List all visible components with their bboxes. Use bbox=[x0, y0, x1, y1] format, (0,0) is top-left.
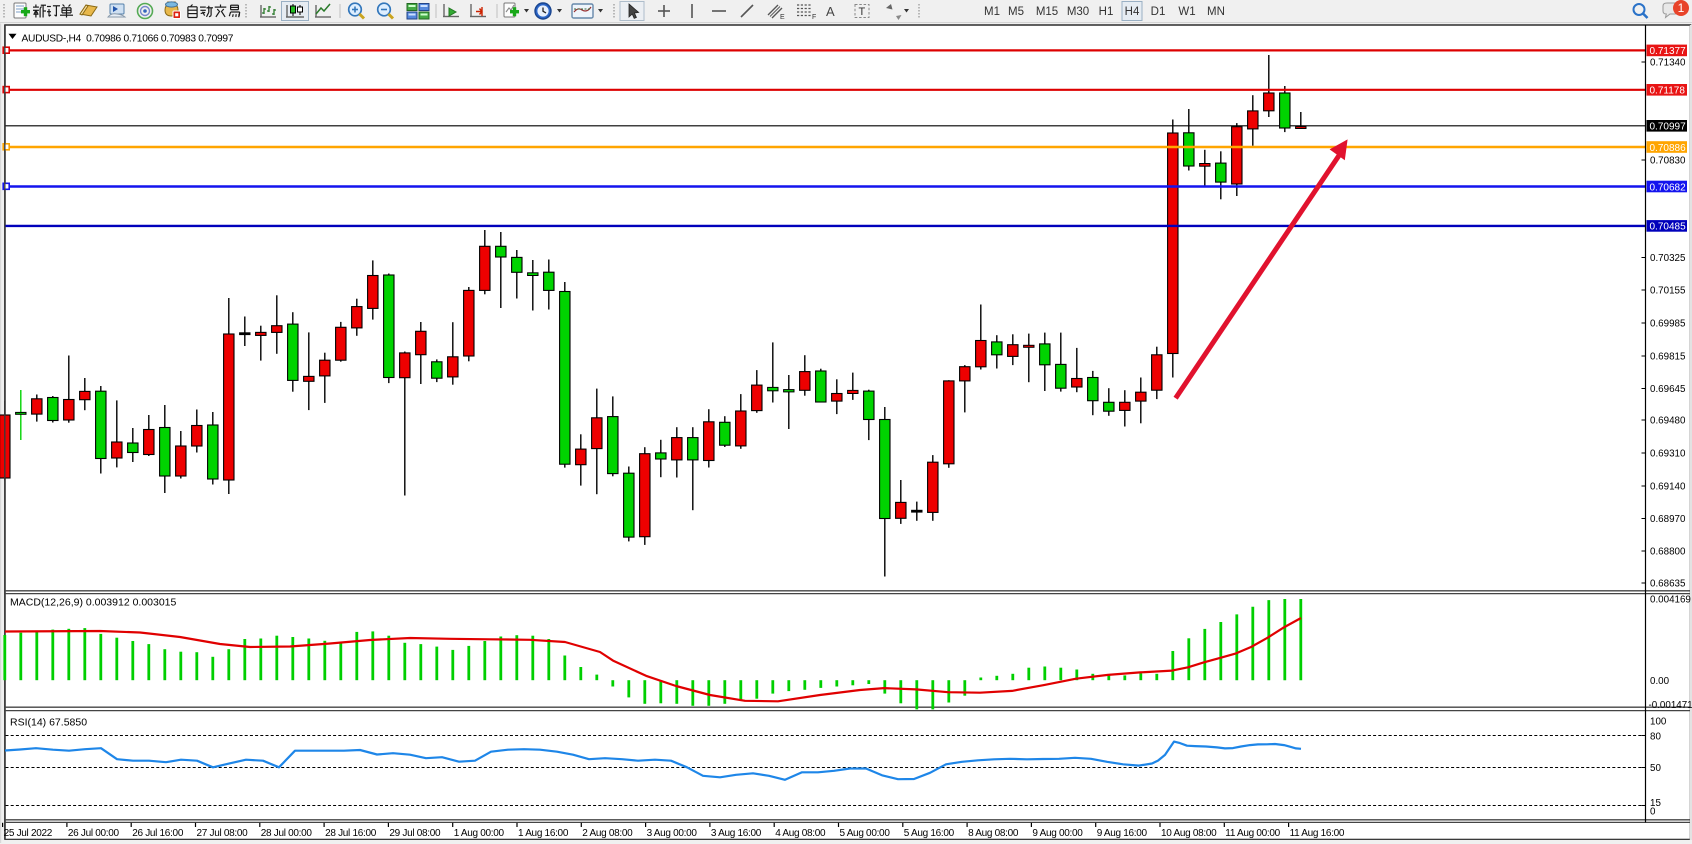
svg-text:0.70997: 0.70997 bbox=[1650, 122, 1687, 133]
svg-text:E: E bbox=[780, 14, 785, 21]
svg-text:F: F bbox=[812, 14, 816, 21]
svg-text:10 Aug 08:00: 10 Aug 08:00 bbox=[1161, 828, 1217, 839]
svg-text:H4: H4 bbox=[1125, 6, 1140, 18]
svg-text:0.70325: 0.70325 bbox=[1650, 253, 1686, 264]
svg-text:0.00: 0.00 bbox=[1650, 676, 1670, 687]
svg-text:50: 50 bbox=[1650, 763, 1661, 774]
svg-text:28 Jul 16:00: 28 Jul 16:00 bbox=[325, 828, 377, 839]
svg-text:26 Jul 16:00: 26 Jul 16:00 bbox=[132, 828, 184, 839]
svg-text:D1: D1 bbox=[1151, 6, 1166, 18]
svg-text:H1: H1 bbox=[1099, 6, 1114, 18]
svg-text:27 Jul 08:00: 27 Jul 08:00 bbox=[197, 828, 249, 839]
svg-text:M30: M30 bbox=[1067, 6, 1089, 18]
svg-text:1 Aug 00:00: 1 Aug 00:00 bbox=[454, 828, 505, 839]
svg-text:9 Aug 16:00: 9 Aug 16:00 bbox=[1097, 828, 1148, 839]
svg-text:5 Aug 00:00: 5 Aug 00:00 bbox=[840, 828, 891, 839]
svg-text:0.004169: 0.004169 bbox=[1650, 595, 1691, 606]
svg-text:0.71377: 0.71377 bbox=[1650, 46, 1687, 57]
svg-text:0.68635: 0.68635 bbox=[1650, 579, 1686, 590]
svg-text:11 Aug 16:00: 11 Aug 16:00 bbox=[1290, 828, 1345, 839]
svg-text:M5: M5 bbox=[1008, 6, 1024, 18]
svg-text:0.69140: 0.69140 bbox=[1650, 482, 1686, 493]
svg-text:A: A bbox=[826, 4, 835, 19]
svg-text:8 Aug 08:00: 8 Aug 08:00 bbox=[968, 828, 1019, 839]
svg-text:11 Aug 00:00: 11 Aug 00:00 bbox=[1225, 828, 1280, 839]
svg-text:0.69310: 0.69310 bbox=[1650, 449, 1686, 460]
svg-text:0.70830: 0.70830 bbox=[1650, 156, 1686, 167]
svg-text:1 Aug 16:00: 1 Aug 16:00 bbox=[518, 828, 569, 839]
svg-text:MN: MN bbox=[1207, 6, 1225, 18]
svg-text:M1: M1 bbox=[984, 6, 1000, 18]
svg-text:M15: M15 bbox=[1036, 6, 1058, 18]
svg-text:0.69985: 0.69985 bbox=[1650, 319, 1686, 330]
svg-text:28 Jul 00:00: 28 Jul 00:00 bbox=[261, 828, 313, 839]
svg-text:0: 0 bbox=[1650, 806, 1656, 817]
svg-text:80: 80 bbox=[1650, 731, 1661, 742]
svg-text:9 Aug 00:00: 9 Aug 00:00 bbox=[1032, 828, 1083, 839]
svg-text:0.71340: 0.71340 bbox=[1650, 58, 1686, 69]
svg-text:T: T bbox=[859, 6, 866, 18]
svg-text:0.68970: 0.68970 bbox=[1650, 514, 1686, 525]
svg-text:25 Jul 2022: 25 Jul 2022 bbox=[4, 828, 53, 839]
svg-text:-0.001471: -0.001471 bbox=[1649, 700, 1692, 711]
svg-text:0.70682: 0.70682 bbox=[1650, 182, 1687, 193]
svg-text:100: 100 bbox=[1650, 717, 1667, 728]
svg-text:3 Aug 16:00: 3 Aug 16:00 bbox=[711, 828, 762, 839]
svg-text:0.71178: 0.71178 bbox=[1650, 86, 1686, 97]
svg-text:0.70485: 0.70485 bbox=[1650, 222, 1687, 233]
svg-text:29 Jul 08:00: 29 Jul 08:00 bbox=[389, 828, 441, 839]
svg-text:AUDUSD-,H4 0.70986 0.71066 0.: AUDUSD-,H4 0.70986 0.71066 0.70983 0.709… bbox=[22, 33, 234, 44]
svg-text:0.69480: 0.69480 bbox=[1650, 416, 1686, 427]
svg-text:0.69645: 0.69645 bbox=[1650, 384, 1686, 395]
svg-text:4 Aug 08:00: 4 Aug 08:00 bbox=[775, 828, 826, 839]
svg-text:0.70886: 0.70886 bbox=[1650, 143, 1687, 154]
svg-text:3 Aug 00:00: 3 Aug 00:00 bbox=[647, 828, 698, 839]
svg-text:0.70155: 0.70155 bbox=[1650, 286, 1686, 297]
svg-text:15: 15 bbox=[1650, 798, 1661, 809]
svg-text:W1: W1 bbox=[1178, 6, 1195, 18]
svg-text:2 Aug 08:00: 2 Aug 08:00 bbox=[582, 828, 633, 839]
svg-text:RSI(14) 67.5850: RSI(14) 67.5850 bbox=[10, 717, 87, 729]
svg-text:26 Jul 00:00: 26 Jul 00:00 bbox=[68, 828, 120, 839]
svg-text:MACD(12,26,9) 0.003912 0.00301: MACD(12,26,9) 0.003912 0.003015 bbox=[10, 597, 177, 609]
svg-text:0.68800: 0.68800 bbox=[1650, 547, 1686, 558]
svg-text:5 Aug 16:00: 5 Aug 16:00 bbox=[904, 828, 955, 839]
svg-text:0.69815: 0.69815 bbox=[1650, 352, 1686, 363]
svg-text:1: 1 bbox=[1678, 1, 1685, 15]
